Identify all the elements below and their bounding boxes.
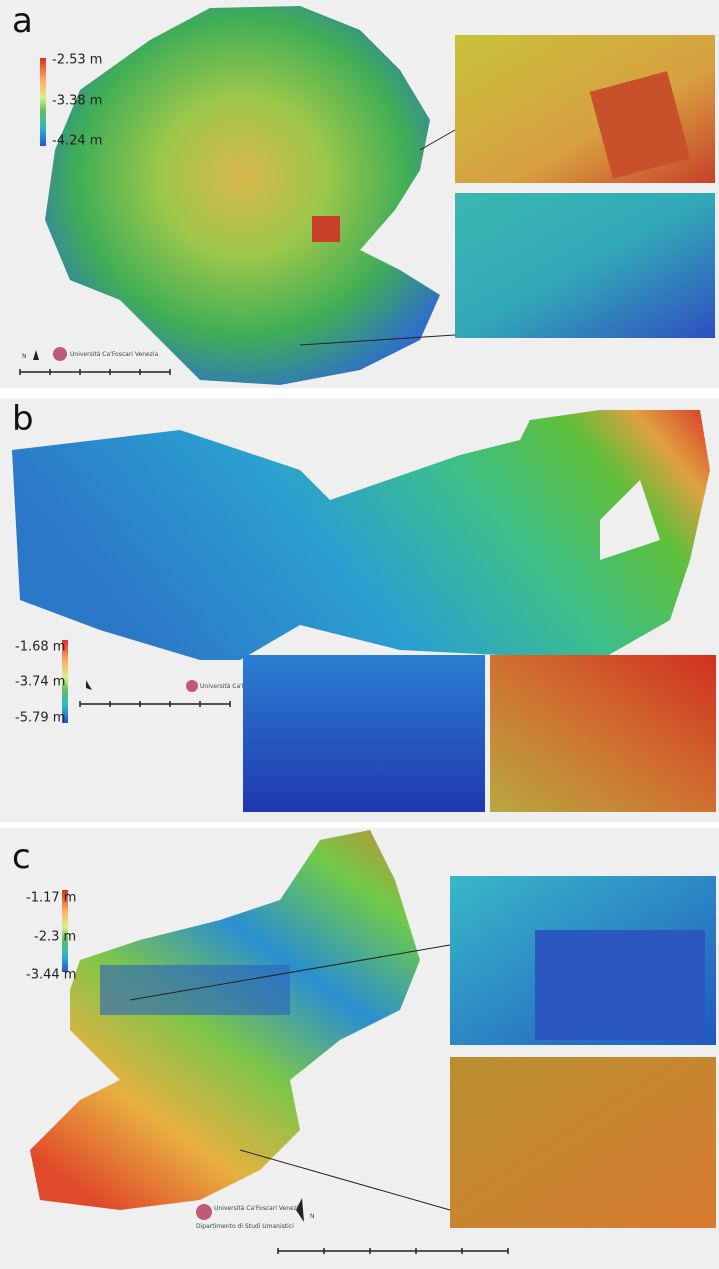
colorbar-label: -1.68 m	[15, 640, 65, 655]
colorbar-label: -3.38 m	[52, 94, 102, 109]
north-label: N	[22, 353, 27, 360]
structure	[100, 965, 290, 1015]
colorbar-label: -3.44 m	[26, 968, 76, 983]
inset	[243, 655, 485, 812]
colorbar-label: -4.24 m	[52, 134, 102, 149]
panel-label: c	[12, 837, 31, 877]
colorbar-label: -1.17 m	[26, 891, 76, 906]
colorbar-label: -3.74 m	[15, 675, 65, 690]
panel-b: b -1.68 m -3.74 m -5.79 m Università Ca'…	[0, 398, 719, 822]
colorbar-label: -2.53 m	[52, 53, 102, 68]
panel-label: b	[12, 399, 34, 439]
department-text: Dipartimento di Studi Umanistici	[196, 1223, 294, 1230]
logo-text: Università Ca'Foscari Venezia	[70, 351, 159, 358]
logo-mark	[196, 1204, 212, 1220]
inset	[450, 1057, 716, 1228]
figure: a -2.53 m -3.38 m -4.24 m N Università C…	[0, 0, 719, 1269]
logo-mark	[186, 680, 198, 692]
inset	[455, 193, 715, 338]
panel-label: a	[12, 1, 33, 41]
colorbar-label: -2.3 m	[34, 930, 76, 945]
panel-c: c -1.17 m -2.3 m -3.44 m Università Ca'F…	[0, 750, 719, 1269]
inset	[490, 655, 716, 812]
logo-mark	[53, 347, 67, 361]
colorbar	[40, 58, 46, 146]
colorbar-label: -5.79 m	[15, 711, 65, 726]
panel-a: a -2.53 m -3.38 m -4.24 m N Università C…	[0, 0, 719, 388]
logo-text: Università Ca'Foscari Venezia	[214, 1205, 303, 1212]
structure	[535, 930, 705, 1040]
structure	[312, 216, 340, 242]
north-label: N	[310, 1213, 315, 1220]
